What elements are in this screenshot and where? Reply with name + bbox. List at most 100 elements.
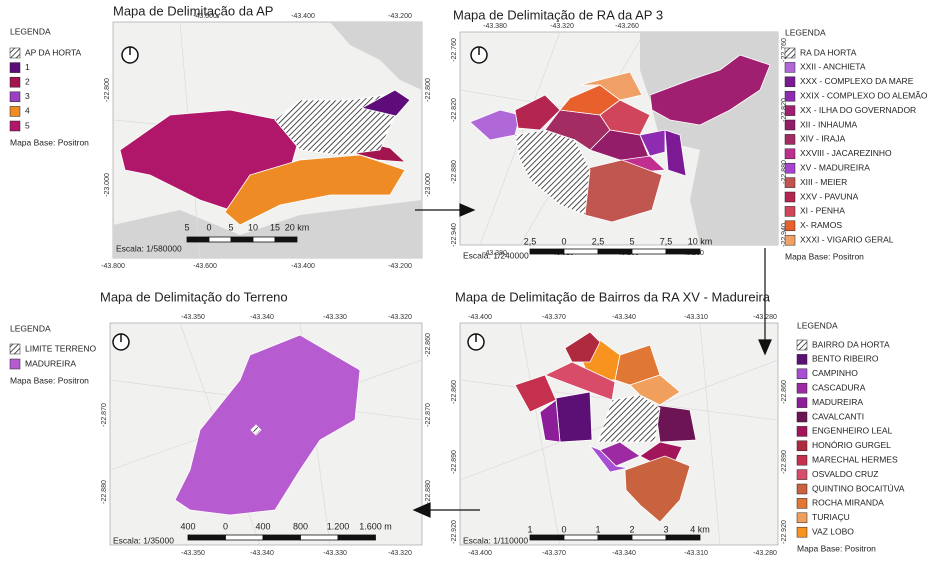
scale-segment [187, 534, 226, 541]
coord-label: -22.760 [451, 38, 458, 62]
legend-swatch [784, 162, 796, 174]
coord-label: -23.000 [425, 173, 432, 197]
legend-swatch [784, 119, 796, 131]
scale-segment [337, 534, 376, 541]
coord-label: -22.880 [425, 480, 432, 504]
scale-segment [230, 236, 254, 243]
scale-segment [208, 236, 232, 243]
legend-label: ENGENHEIRO LEAL [812, 426, 893, 436]
scale-segment [225, 534, 264, 541]
arrow-head [459, 203, 476, 217]
coord-label: -43.600 [193, 13, 217, 20]
coord-label: -43.400 [468, 550, 492, 557]
regions [119, 54, 771, 523]
scale-label: 5 [629, 236, 634, 246]
legend-swatch [796, 440, 808, 452]
legend-label: CAVALCANTI [812, 411, 864, 421]
scale-segment [631, 534, 667, 541]
coord-label: -22.860 [781, 380, 788, 404]
scale-segment [274, 236, 298, 243]
scale-segment [597, 534, 633, 541]
legend-swatch [796, 483, 808, 495]
legend-swatch [796, 498, 808, 509]
region [555, 391, 593, 443]
legend-label: XIII - MEIER [800, 177, 847, 187]
legend-swatch [784, 47, 796, 59]
scale-segment [563, 248, 599, 255]
coord-label: -43.310 [684, 314, 708, 321]
scale-label: 10 km [688, 236, 713, 246]
legend-swatch [784, 220, 796, 232]
region [664, 129, 687, 177]
coord-label: -43.260 [615, 23, 639, 30]
scale-segment [529, 248, 565, 255]
legend-swatch [784, 191, 796, 203]
coord-label: -22.860 [451, 380, 458, 404]
legend-label: 5 [25, 120, 30, 130]
ocean [113, 200, 422, 258]
region [543, 361, 616, 401]
coord-label: -43.350 [181, 314, 205, 321]
legend-swatch [9, 120, 21, 132]
legend-swatch [784, 177, 796, 188]
region [539, 399, 561, 443]
legend-label: XXIX - COMPLEXO DO ALEMÃO [800, 90, 928, 100]
coord-label: -43.320 [388, 314, 412, 321]
coord-label: -22.870 [425, 403, 432, 427]
map-title: Mapa de Delimitação de Bairros da RA XV … [455, 289, 771, 304]
legend-label: XXX - COMPLEXO DA MARE [800, 76, 914, 86]
coord-label: -22.880 [451, 160, 458, 184]
scale-label: 3 [663, 524, 668, 534]
coord-label: -43.370 [542, 314, 566, 321]
legend-label: RA DA HORTA [800, 47, 857, 57]
legend-label: CAMPINHO [812, 368, 858, 378]
map-title: Mapa de Delimitação do Terreno [100, 289, 288, 304]
scale-label: 4 km [690, 524, 710, 534]
flow-arrows [412, 203, 772, 518]
legend-swatch [9, 76, 21, 88]
legend-title: LEGENDA [10, 26, 51, 36]
scale-label: 1.600 m [359, 521, 392, 531]
base-map-note: Mapa Base: Positron [785, 251, 864, 261]
legend-label: XXVIII - JACAREZINHO [800, 148, 892, 158]
coord-label: -43.400 [291, 13, 315, 20]
region [588, 445, 629, 473]
legend-label: MADUREIRA [25, 358, 76, 368]
scale-label: 0 [561, 236, 566, 246]
coord-label: -43.380 [483, 250, 507, 257]
coord-label: -43.320 [388, 550, 412, 557]
coord-label: -43.280 [753, 314, 777, 321]
legend-swatch [796, 354, 808, 365]
legend-label: MADUREIRA [812, 397, 863, 407]
legend-label: 3 [25, 91, 30, 101]
legend-label: XII - INHAUMA [800, 119, 857, 129]
legend-label: CASCADURA [812, 382, 866, 392]
legend-label: OSVALDO CRUZ [812, 469, 878, 479]
region [514, 129, 591, 216]
north-arrows [112, 46, 488, 351]
legend-label: VAZ LOBO [812, 526, 854, 536]
legend-title: LEGENDA [785, 27, 826, 37]
region [649, 54, 771, 126]
legend-swatch [796, 454, 808, 466]
scale-label: 800 [293, 521, 308, 531]
scale-text: Escala: 1/240000 [463, 250, 529, 260]
legend-swatch [784, 134, 796, 145]
scale-label: 1 [595, 524, 600, 534]
legend-swatch [9, 91, 21, 103]
scale-label: 2 [629, 524, 634, 534]
legend-swatch [784, 148, 796, 160]
coord-label: -23.000 [104, 173, 111, 197]
coord-label: -43.350 [181, 550, 205, 557]
legend-label: AP DA HORTA [25, 47, 82, 57]
scale-label: 2,5 [592, 236, 605, 246]
scale-segment [597, 248, 633, 255]
scale-text: Escala: 1/110000 [463, 535, 528, 545]
scale-label: 7,5 [660, 236, 673, 246]
region [629, 374, 681, 406]
region [224, 154, 406, 226]
coord-label: -43.310 [684, 550, 708, 557]
legend-swatch [796, 526, 808, 538]
scale-text: Escala: 1/35000 [113, 535, 174, 545]
